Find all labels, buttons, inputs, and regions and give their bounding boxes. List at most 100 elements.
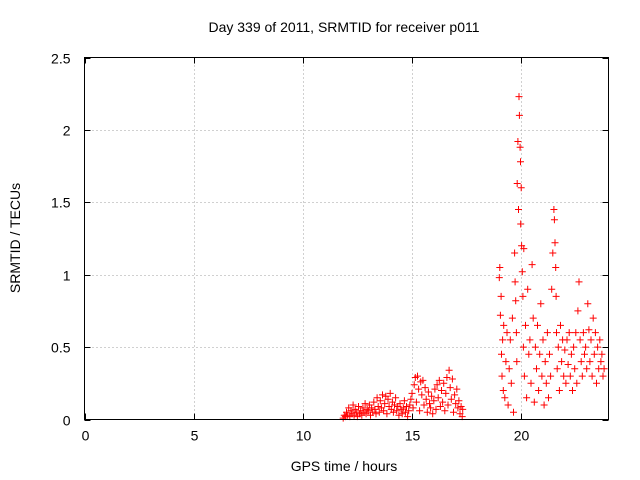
data-point bbox=[508, 314, 516, 322]
data-point bbox=[538, 372, 546, 380]
data-point bbox=[391, 401, 398, 409]
data-point bbox=[567, 350, 575, 358]
data-point bbox=[399, 404, 407, 412]
data-point bbox=[502, 358, 510, 366]
data-point bbox=[355, 403, 362, 410]
data-point bbox=[513, 180, 521, 187]
data-point bbox=[512, 329, 520, 337]
x-tick-label: 5 bbox=[191, 428, 199, 444]
data-point bbox=[560, 372, 568, 380]
data-point bbox=[552, 292, 560, 300]
data-point bbox=[447, 395, 455, 403]
data-point bbox=[515, 111, 523, 119]
data-point bbox=[405, 407, 413, 415]
data-point bbox=[590, 350, 598, 358]
grid-lines bbox=[84, 57, 609, 420]
data-point bbox=[496, 311, 504, 319]
data-point bbox=[562, 379, 570, 387]
data-point bbox=[439, 398, 447, 406]
data-point bbox=[533, 365, 540, 373]
data-point bbox=[555, 387, 563, 394]
data-point bbox=[371, 405, 379, 413]
data-point bbox=[598, 350, 606, 358]
data-point bbox=[415, 385, 423, 393]
data-point bbox=[440, 379, 448, 387]
data-point bbox=[376, 397, 384, 405]
data-point bbox=[498, 372, 506, 380]
y-axis-label: SRMTID / TECUs bbox=[7, 183, 23, 293]
data-point bbox=[578, 372, 586, 380]
data-point bbox=[383, 410, 391, 418]
data-point bbox=[517, 158, 524, 166]
data-point bbox=[519, 343, 527, 351]
data-point bbox=[586, 358, 594, 366]
data-point bbox=[423, 408, 431, 416]
data-point bbox=[450, 408, 457, 416]
data-point bbox=[349, 401, 357, 409]
x-tick-label: 10 bbox=[296, 428, 312, 444]
data-point bbox=[448, 375, 456, 383]
data-point bbox=[343, 408, 350, 416]
data-point bbox=[565, 329, 573, 337]
data-point bbox=[574, 307, 582, 315]
plot-frame bbox=[84, 57, 609, 420]
data-point bbox=[444, 401, 452, 409]
x-axis-label: GPS time / hours bbox=[291, 458, 398, 474]
data-point bbox=[576, 336, 584, 344]
data-point bbox=[503, 329, 511, 337]
data-point bbox=[569, 387, 576, 394]
data-point bbox=[540, 401, 548, 409]
data-point bbox=[513, 358, 521, 366]
data-point bbox=[499, 387, 507, 394]
data-point bbox=[361, 400, 369, 408]
data-point bbox=[374, 403, 382, 410]
data-point bbox=[372, 410, 380, 418]
data-point bbox=[548, 285, 556, 293]
data-point bbox=[599, 372, 607, 380]
data-point bbox=[408, 389, 416, 397]
data-point bbox=[422, 395, 430, 403]
data-point bbox=[581, 350, 588, 358]
data-point bbox=[557, 321, 564, 329]
data-point bbox=[584, 300, 592, 308]
data-point bbox=[375, 408, 383, 416]
data-point bbox=[517, 220, 525, 228]
data-point bbox=[530, 398, 538, 406]
y-tick-label: 0.5 bbox=[51, 340, 71, 356]
data-point bbox=[427, 404, 435, 412]
data-point bbox=[409, 404, 417, 412]
data-point bbox=[526, 336, 534, 344]
data-point bbox=[497, 292, 505, 300]
data-point bbox=[500, 321, 508, 329]
x-tick-label: 0 bbox=[82, 428, 90, 444]
data-point bbox=[563, 336, 571, 344]
data-point bbox=[553, 365, 561, 373]
data-point bbox=[510, 408, 517, 416]
data-point bbox=[459, 405, 467, 413]
y-tick-label: 0 bbox=[63, 413, 71, 429]
data-point bbox=[418, 391, 426, 399]
data-point bbox=[428, 392, 436, 400]
data-point bbox=[566, 372, 574, 380]
data-point bbox=[498, 350, 505, 358]
data-point bbox=[407, 395, 415, 403]
data-point bbox=[363, 405, 371, 413]
data-point bbox=[585, 326, 593, 334]
x-tick-label: 15 bbox=[405, 428, 421, 444]
data-point bbox=[496, 264, 504, 271]
data-point bbox=[515, 93, 523, 101]
data-point bbox=[395, 411, 403, 419]
data-point bbox=[591, 329, 599, 337]
data-point bbox=[432, 405, 440, 413]
data-point bbox=[572, 329, 580, 337]
data-point bbox=[520, 372, 528, 380]
data-point bbox=[577, 358, 585, 366]
data-point bbox=[373, 394, 381, 402]
data-point bbox=[593, 379, 600, 387]
data-points bbox=[339, 93, 608, 422]
data-point bbox=[541, 358, 549, 366]
data-point bbox=[537, 300, 545, 308]
data-point bbox=[549, 249, 557, 257]
chart-title: Day 339 of 2011, SRMTID for receiver p01… bbox=[208, 19, 479, 35]
data-point bbox=[543, 329, 551, 337]
